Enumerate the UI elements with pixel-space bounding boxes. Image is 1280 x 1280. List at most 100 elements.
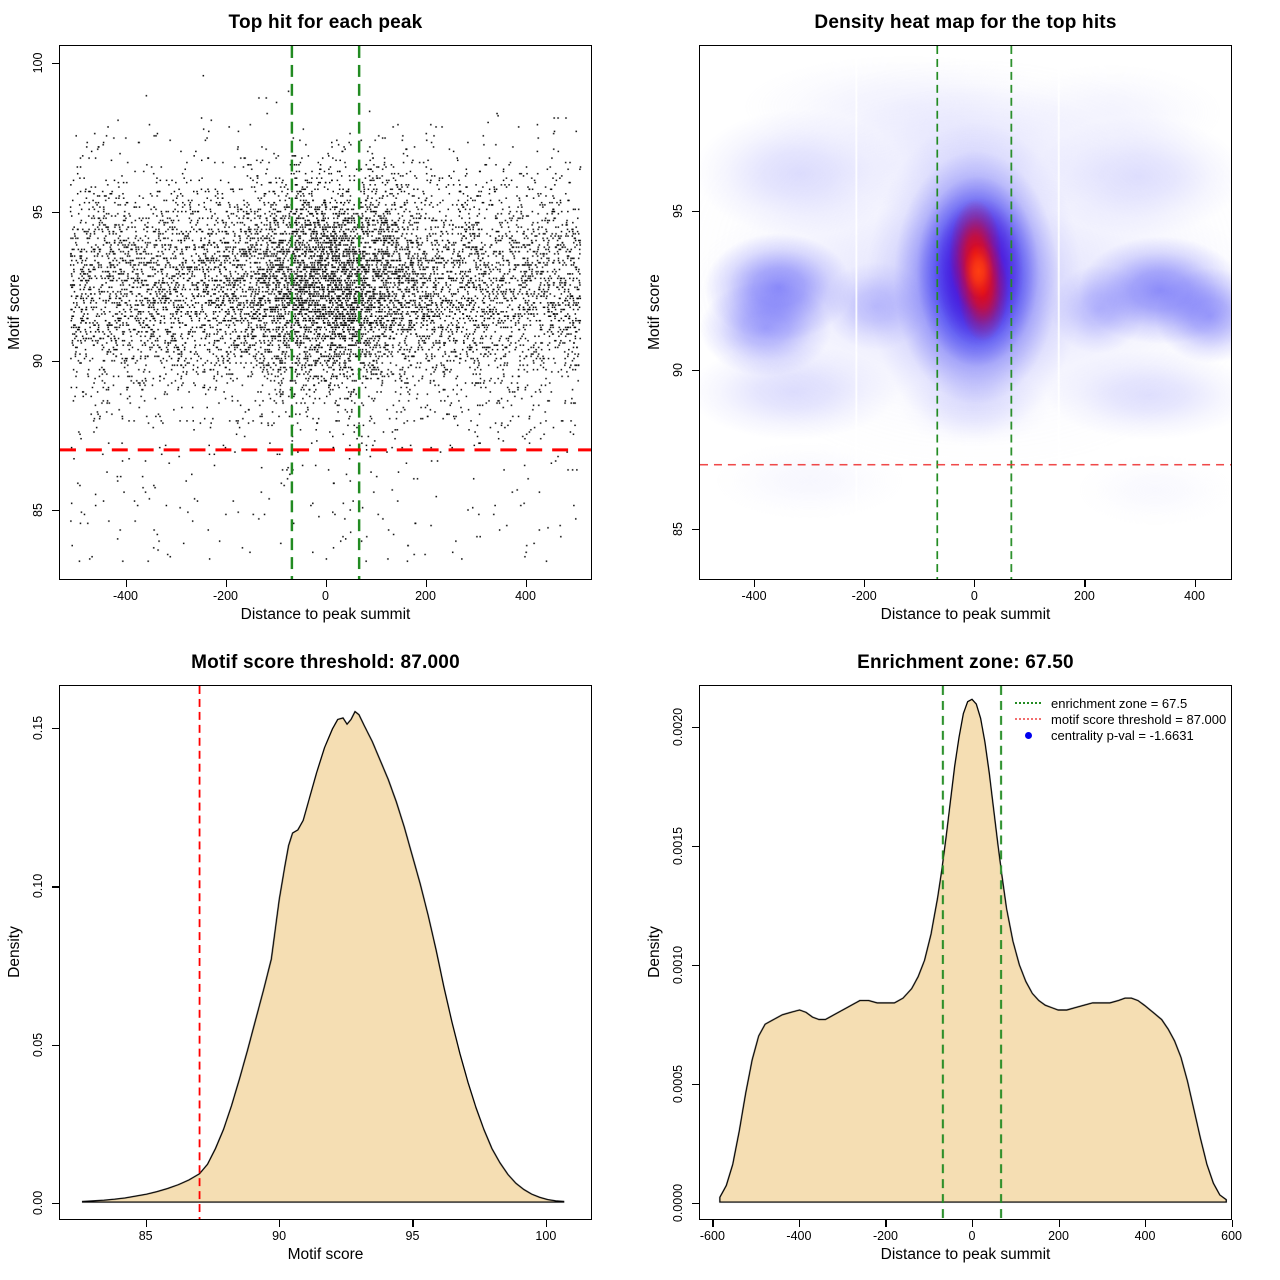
x-tick [225, 580, 227, 587]
y-tick-label: 85 [671, 522, 685, 536]
legend-point-swatch [1015, 731, 1041, 739]
x-tick-label: 95 [405, 1229, 420, 1243]
legend-point-icon [1024, 731, 1032, 739]
y-tick-label: 0.00 [31, 1190, 45, 1216]
x-tick-label: 0 [968, 1229, 976, 1243]
legend-dotted-line-icon [1015, 702, 1041, 704]
panel-title: Density heat map for the top hits [814, 12, 1117, 33]
y-axis-label: Motif score [6, 274, 23, 350]
heatmap-canvas [700, 46, 1231, 579]
y-tick-label: 0.0010 [671, 945, 685, 985]
legend-item-label: centrality p-val = -1.6631 [1051, 727, 1194, 743]
y-tick-label: 100 [31, 52, 45, 74]
x-tick-label: 200 [415, 589, 436, 603]
x-tick [712, 1220, 714, 1227]
x-tick-label: -400 [112, 589, 139, 603]
x-tick [885, 1220, 887, 1227]
x-tick [1084, 580, 1086, 587]
x-tick [974, 580, 976, 587]
x-tick [754, 580, 756, 587]
panel-enrichment-zone-density: Enrichment zone: 67.50 Distance to peak … [640, 640, 1280, 1280]
panel-title: Motif score threshold: 87.000 [191, 652, 460, 673]
x-tick [864, 580, 866, 587]
y-tick [692, 1203, 699, 1205]
y-tick-label: 0.0015 [671, 826, 685, 866]
x-axis-label: Motif score [287, 1246, 364, 1263]
x-tick [1231, 1220, 1233, 1227]
x-tick [425, 580, 427, 587]
x-tick [125, 580, 127, 587]
legend-item: centrality p-val = -1.6631 [1015, 727, 1226, 743]
x-tick-label: 400 [1134, 1229, 1156, 1243]
x-tick [279, 1220, 281, 1227]
x-tick [1058, 1220, 1060, 1227]
panel-density-heatmap: Density heat map for the top hits Distan… [640, 0, 1280, 640]
plot-legend: enrichment zone = 67.5 motif score thresh… [1015, 695, 1226, 743]
panel-motif-score-density: Motif score threshold: 87.000 Motif scor… [0, 640, 640, 1280]
y-tick-label: 85 [31, 503, 45, 517]
y-tick [692, 210, 699, 212]
x-tick-label: 200 [1073, 589, 1095, 603]
legend-item-label: motif score threshold = 87.000 [1051, 711, 1227, 727]
y-tick-label: 0.05 [31, 1032, 45, 1057]
y-tick [52, 360, 59, 363]
y-tick [692, 369, 699, 371]
legend-dotted-line-swatch [1015, 702, 1041, 704]
panel-title: Enrichment zone: 67.50 [857, 652, 1074, 673]
x-tick [325, 580, 327, 587]
x-tick-label: -400 [786, 1229, 812, 1243]
x-tick-label: -200 [212, 589, 239, 603]
x-tick-label: -600 [699, 1229, 725, 1243]
x-tick [525, 580, 527, 587]
density-canvas [60, 686, 591, 1219]
x-tick-label: 400 [1184, 589, 1205, 603]
x-tick-label: 0 [970, 589, 978, 603]
density-canvas [700, 686, 1231, 1219]
y-tick [52, 509, 59, 512]
y-tick-label: 0.15 [31, 715, 45, 741]
x-axis-label: Distance to peak summit [240, 606, 411, 623]
x-tick-label: -200 [872, 1229, 898, 1243]
y-axis-label: Motif score [646, 274, 663, 350]
y-tick [692, 845, 699, 848]
y-tick-label: 95 [671, 203, 685, 218]
x-tick-label: -400 [741, 589, 767, 603]
plot-area [59, 685, 592, 1220]
y-tick [692, 726, 699, 729]
y-tick [52, 62, 59, 65]
x-tick-label: -200 [851, 589, 877, 603]
y-tick [52, 1044, 59, 1046]
x-tick-label: 400 [515, 589, 536, 603]
plot-area [699, 685, 1232, 1220]
x-tick-label: 100 [535, 1229, 557, 1243]
y-tick [692, 529, 699, 531]
legend-dotted-line-icon [1015, 718, 1041, 720]
x-axis-label: Distance to peak summit [880, 1246, 1051, 1263]
y-tick-label: 90 [31, 353, 45, 368]
y-tick [52, 886, 59, 888]
y-tick-label: 95 [31, 204, 45, 219]
x-tick [145, 1220, 147, 1227]
legend-item-label: enrichment zone = 67.5 [1051, 695, 1188, 711]
y-tick-label: 90 [671, 362, 685, 377]
x-tick [798, 1220, 801, 1227]
y-tick [692, 964, 699, 967]
y-tick [692, 1083, 699, 1086]
x-tick [545, 1220, 548, 1227]
plot-area [59, 45, 592, 580]
legend-item: motif score threshold = 87.000 [1015, 711, 1226, 727]
x-tick-label: 600 [1221, 1229, 1242, 1243]
x-tick [1194, 580, 1196, 587]
scatter-canvas [60, 46, 591, 579]
plot-area [699, 45, 1232, 580]
x-tick [412, 1220, 414, 1227]
y-tick-label: 0.0000 [671, 1183, 685, 1223]
legend-dotted-line-swatch [1015, 718, 1041, 720]
y-tick [52, 728, 59, 730]
x-tick-label: 85 [138, 1229, 153, 1243]
panel-title: Top hit for each peak [228, 12, 423, 33]
x-axis-label: Distance to peak summit [880, 606, 1051, 623]
x-tick-label: 0 [322, 589, 329, 603]
y-tick [52, 211, 59, 214]
